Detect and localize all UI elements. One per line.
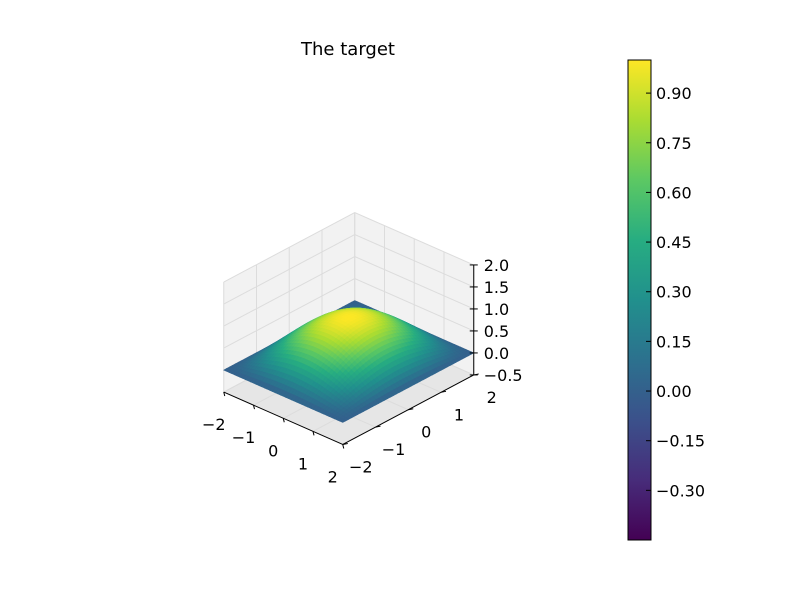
z-tick-label: −0.5 xyxy=(484,366,523,385)
colorbar-tick-label: 0.90 xyxy=(656,84,692,103)
colorbar-tick-label: 0.00 xyxy=(656,382,692,401)
colorbar-tick-label: −0.15 xyxy=(656,432,705,451)
z-tick-label: 0.0 xyxy=(484,344,509,363)
x-tick-mark xyxy=(282,418,285,423)
y-tick-mark xyxy=(375,425,381,428)
colorbar-tick-label: 0.75 xyxy=(656,134,692,153)
grid-line-z xyxy=(223,233,474,305)
colorbar-ticks: −0.30 −0.15 0.00 0.15 0.30 0.45 0.60 0.75 0.90 xyxy=(646,84,705,500)
z-tick-label: 1.5 xyxy=(484,278,509,297)
colorbar-gradient xyxy=(627,59,652,541)
x-tick-mark xyxy=(223,391,226,397)
surface-plot xyxy=(223,300,475,423)
y-tick-label: 1 xyxy=(454,405,464,424)
x-tick-label: 1 xyxy=(298,454,308,473)
grid-line-z xyxy=(223,211,474,283)
z-axis-ticks: −0.5 0.0 0.5 1.0 1.5 2.0 xyxy=(469,256,523,385)
y-tick-mark xyxy=(440,390,447,393)
y-tick-mark xyxy=(408,408,414,411)
surface-patch xyxy=(339,419,347,423)
colorbar-tick-label: −0.30 xyxy=(656,481,705,500)
x-tick-mark xyxy=(312,431,315,436)
chart-title: The target xyxy=(300,39,395,60)
colorbar-tick-label: 0.30 xyxy=(656,283,692,302)
y-tick-mark xyxy=(342,442,348,445)
y-tick-label: −2 xyxy=(349,457,373,476)
z-tick-label: 2.0 xyxy=(484,256,509,275)
y-axis-ticks: −2 −1 0 1 2 xyxy=(342,373,497,476)
z-tick-label: 1.0 xyxy=(484,300,509,319)
x-tick-label: −2 xyxy=(202,415,226,434)
colorbar-tick-label: 0.45 xyxy=(656,233,692,252)
grid-line-z xyxy=(223,255,474,327)
grid-line-z xyxy=(223,277,474,349)
x-tick-label: 2 xyxy=(328,467,338,486)
colorbar-tick-label: 0.15 xyxy=(656,332,692,351)
x-axis-ticks: −2 −1 0 1 2 xyxy=(202,391,345,486)
colorbar: −0.30 −0.15 0.00 0.15 0.30 0.45 0.60 0.75 0.90 xyxy=(627,59,705,541)
y-tick-label: −1 xyxy=(382,440,406,459)
x-tick-label: 0 xyxy=(268,441,278,460)
y-tick-label: 0 xyxy=(421,423,431,442)
z-tick-label: 0.5 xyxy=(484,322,509,341)
y-tick-label: 2 xyxy=(487,388,497,407)
colorbar-tick-label: 0.60 xyxy=(656,183,692,202)
x-tick-mark xyxy=(253,405,255,410)
x-tick-label: −1 xyxy=(232,428,256,447)
x-tick-mark xyxy=(342,444,345,449)
